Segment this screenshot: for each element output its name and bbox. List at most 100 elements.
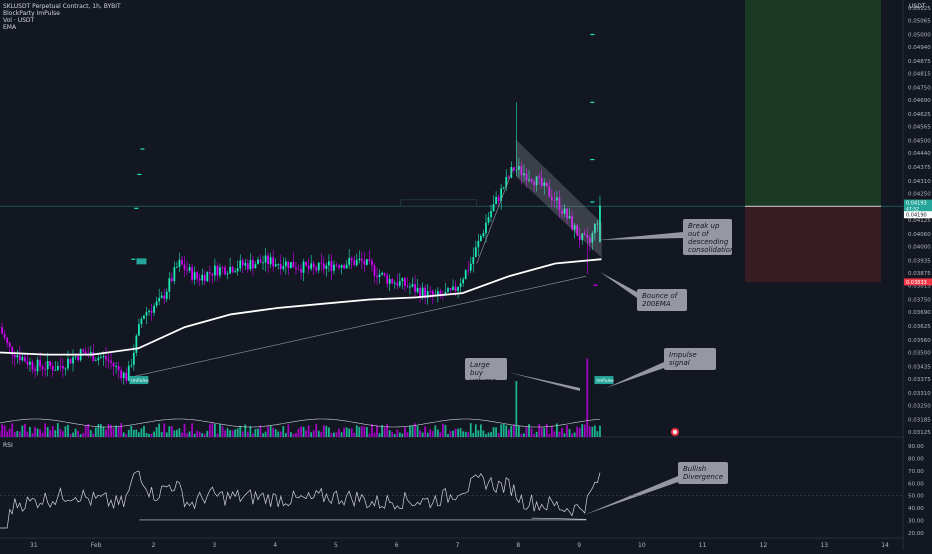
volume-bar [237,428,239,437]
candle-body [280,264,282,269]
candle-body [341,265,343,268]
volume-bar [217,433,219,437]
candle-body [59,366,61,367]
candle-body [381,273,383,275]
volume-bar [331,433,333,437]
volume-bar [571,433,573,437]
volume-bar [239,426,241,437]
price-tick-label: 0.03500 [908,351,931,357]
rsi-panel-title[interactable]: RSI [3,442,13,449]
candle-body [320,263,322,264]
candle-body [298,269,300,270]
volume-bar [123,432,125,437]
volume-bar [553,431,555,437]
volume-bar [412,426,414,437]
volume-bar [163,423,165,437]
candle-body [229,267,231,273]
volume-bar [470,423,472,437]
indicator-impulse-label[interactable]: BlockParty ImPulse [3,10,60,17]
volume-bar [551,426,553,437]
volume-bar [244,425,246,437]
volume-bar [4,425,6,437]
volume-bar [14,432,16,437]
candle-body [123,373,125,378]
volume-bar [138,432,140,437]
volume-bar [477,430,479,437]
volume-bar [275,429,277,437]
ema-bounce-annotation[interactable]: Bounce of 200EMA [637,289,687,311]
volume-bar [62,431,64,437]
candle-body [472,257,474,264]
candle-body [249,260,251,269]
indicator-ema-label[interactable]: EMA [3,24,16,31]
candle-body [27,361,29,364]
impulse-target-mark [140,148,144,149]
candle-body [394,283,396,284]
candle-body [72,357,74,363]
time-tick-label: 6 [395,542,399,549]
rsi-tick-label: 30.00 [908,519,924,525]
candle-body [404,278,406,286]
volume-bar [417,426,419,437]
volume-bar [247,432,249,437]
volume-bar [404,427,406,437]
volume-bar [500,424,502,437]
volume-bar [224,431,226,437]
volume-bar [569,429,571,437]
volume-bar [409,426,411,437]
candle-body [34,369,36,371]
volume-bar [67,425,69,437]
candle-body [475,247,477,257]
rsi-tick-label: 80.00 [908,456,924,462]
indicator-volume-label[interactable]: Vol · USDT [3,17,34,24]
time-tick-label: Feb [91,542,102,549]
price-tick-label: 0.04125 [908,218,931,224]
volume-bar [186,433,188,437]
time-tick-label: 14 [881,542,889,549]
volume-bar [100,424,102,437]
breakout-annotation[interactable]: Break up out of descending consolidation… [683,219,732,255]
volume-bar [143,426,145,437]
symbol-title[interactable]: SKLUSDT Perpetual Contract, 1h, BYBIT [3,3,121,10]
impulse-signal-annotation[interactable]: Impulse signal [664,348,716,370]
bullish-divergence-annotation[interactable]: Bullish Divergence [678,462,728,484]
candle-body [118,366,120,370]
candle-body [247,263,249,269]
candle-body [470,264,472,271]
large-volume-annotation[interactable]: Large buy volume [465,358,507,380]
volume-bar [52,426,54,437]
volume-bar [206,431,208,437]
volume-bar [295,433,297,437]
candle-body [103,356,105,357]
volume-bar [113,428,115,437]
volume-bar [156,427,158,437]
volume-bar [133,430,135,437]
candle-body [282,266,284,269]
volume-bar [267,426,269,437]
candle-body [135,336,137,353]
volume-bar [287,424,289,437]
volume-bar [130,426,132,437]
candle-body [457,287,459,291]
rsi-tick-label: 90.00 [908,444,924,450]
candle-body [429,291,431,292]
candle-body [389,279,391,284]
volume-bar [394,434,396,437]
volume-bar [70,434,72,437]
volume-bar [179,428,181,437]
volume-bar [366,427,368,437]
candle-body [6,338,8,343]
volume-bar [209,424,211,437]
volume-bar [108,424,110,437]
candle-body [399,281,401,286]
candle-body [285,262,287,267]
candle-body [305,262,307,266]
price-tick-label: 0.04375 [908,165,931,171]
volume-bar [505,425,507,437]
candle-body [391,279,393,283]
candle-body [477,241,479,247]
price-tick-label: 0.04440 [908,151,931,157]
volume-bar [351,428,353,437]
volume-bar [566,425,568,437]
